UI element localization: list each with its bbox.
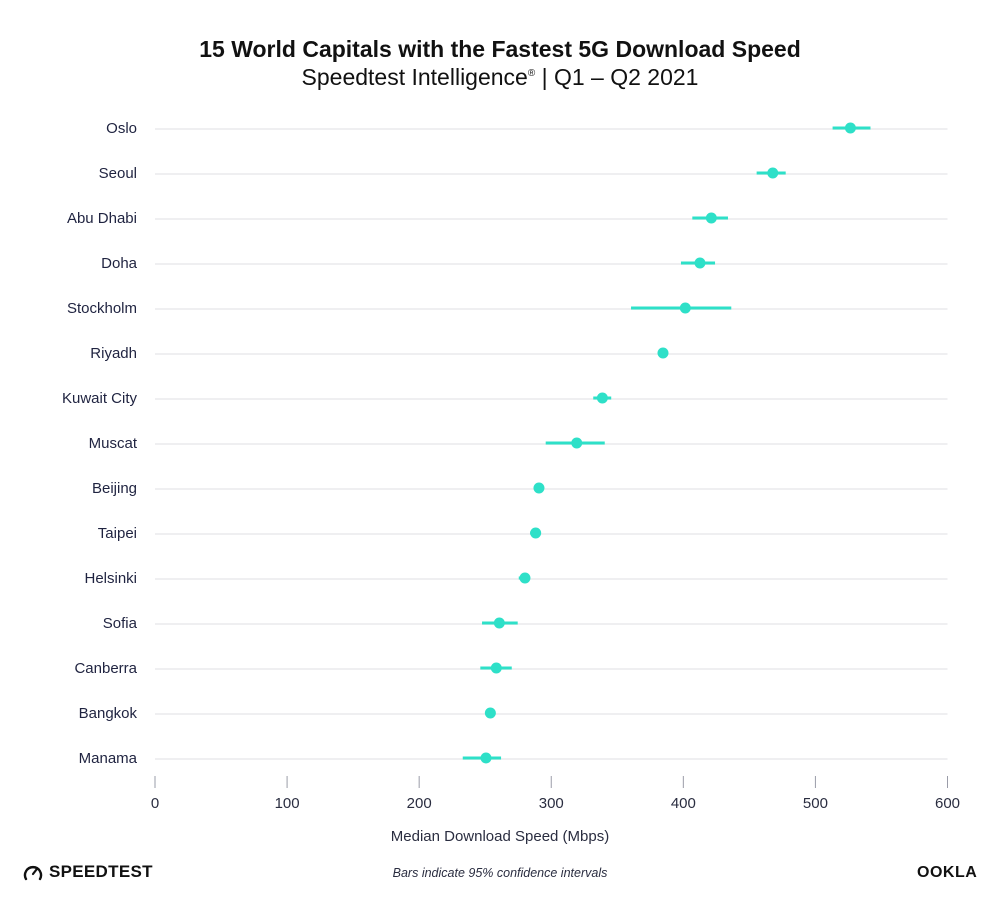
subtitle-period: | Q1 – Q2 2021 xyxy=(535,64,699,90)
chart-title: 15 World Capitals with the Fastest 5G Do… xyxy=(199,36,801,62)
category-label: Taipei xyxy=(98,525,137,542)
category-label: Seoul xyxy=(99,165,137,182)
median-point xyxy=(530,527,542,539)
subtitle-source: Speedtest Intelligence xyxy=(301,64,528,90)
median-point xyxy=(767,167,779,179)
median-point xyxy=(533,482,545,494)
x-tick-label: 400 xyxy=(671,795,696,812)
speedtest-wordmark: SPEEDTEST xyxy=(49,862,153,881)
median-point xyxy=(679,302,691,314)
median-point xyxy=(493,617,505,629)
footnote: Bars indicate 95% confidence intervals xyxy=(392,866,608,880)
ookla-logo: OOKLA xyxy=(917,864,978,881)
category-label: Sofia xyxy=(103,615,138,632)
gridlines xyxy=(155,128,948,760)
registered-mark: ® xyxy=(527,68,536,79)
x-axis: 0 100 200 300 400 500 600 xyxy=(151,776,960,812)
x-axis-label: Median Download Speed (Mbps) xyxy=(390,828,610,845)
chart-subtitle: Speedtest Intelligence® | Q1 – Q2 2021 xyxy=(0,64,1000,91)
median-point xyxy=(480,752,492,764)
data-marks xyxy=(462,122,871,764)
speedometer-icon xyxy=(23,866,43,881)
median-point xyxy=(490,662,502,674)
category-label: Oslo xyxy=(106,120,137,137)
median-point xyxy=(519,572,531,584)
x-tick-label: 200 xyxy=(407,795,432,812)
median-point xyxy=(844,122,856,134)
category-label: Canberra xyxy=(74,660,137,677)
x-tick-label: 300 xyxy=(539,795,564,812)
median-point xyxy=(705,212,717,224)
category-label: Beijing xyxy=(92,480,137,497)
x-tick-label: 500 xyxy=(803,795,828,812)
category-label: Doha xyxy=(101,255,138,272)
category-label: Bangkok xyxy=(79,705,138,722)
category-label: Helsinki xyxy=(84,570,137,587)
median-point xyxy=(694,257,706,269)
category-label: Kuwait City xyxy=(62,390,138,407)
median-point xyxy=(484,707,496,719)
median-point xyxy=(657,347,669,359)
category-label: Muscat xyxy=(89,435,138,452)
x-tick-label: 600 xyxy=(935,795,960,812)
category-label: Manama xyxy=(79,750,138,767)
median-point xyxy=(571,437,583,449)
category-label: Riyadh xyxy=(90,345,137,362)
x-tick-label: 100 xyxy=(275,795,300,812)
x-tick-label: 0 xyxy=(151,795,159,812)
category-labels: Oslo Seoul Abu Dhabi Doha Stockholm Riyadh Kuw… xyxy=(62,120,138,767)
category-label: Abu Dhabi xyxy=(67,210,137,227)
speedtest-logo: SPEEDTEST xyxy=(23,862,153,882)
median-point xyxy=(596,392,608,404)
category-label: Stockholm xyxy=(67,300,137,317)
